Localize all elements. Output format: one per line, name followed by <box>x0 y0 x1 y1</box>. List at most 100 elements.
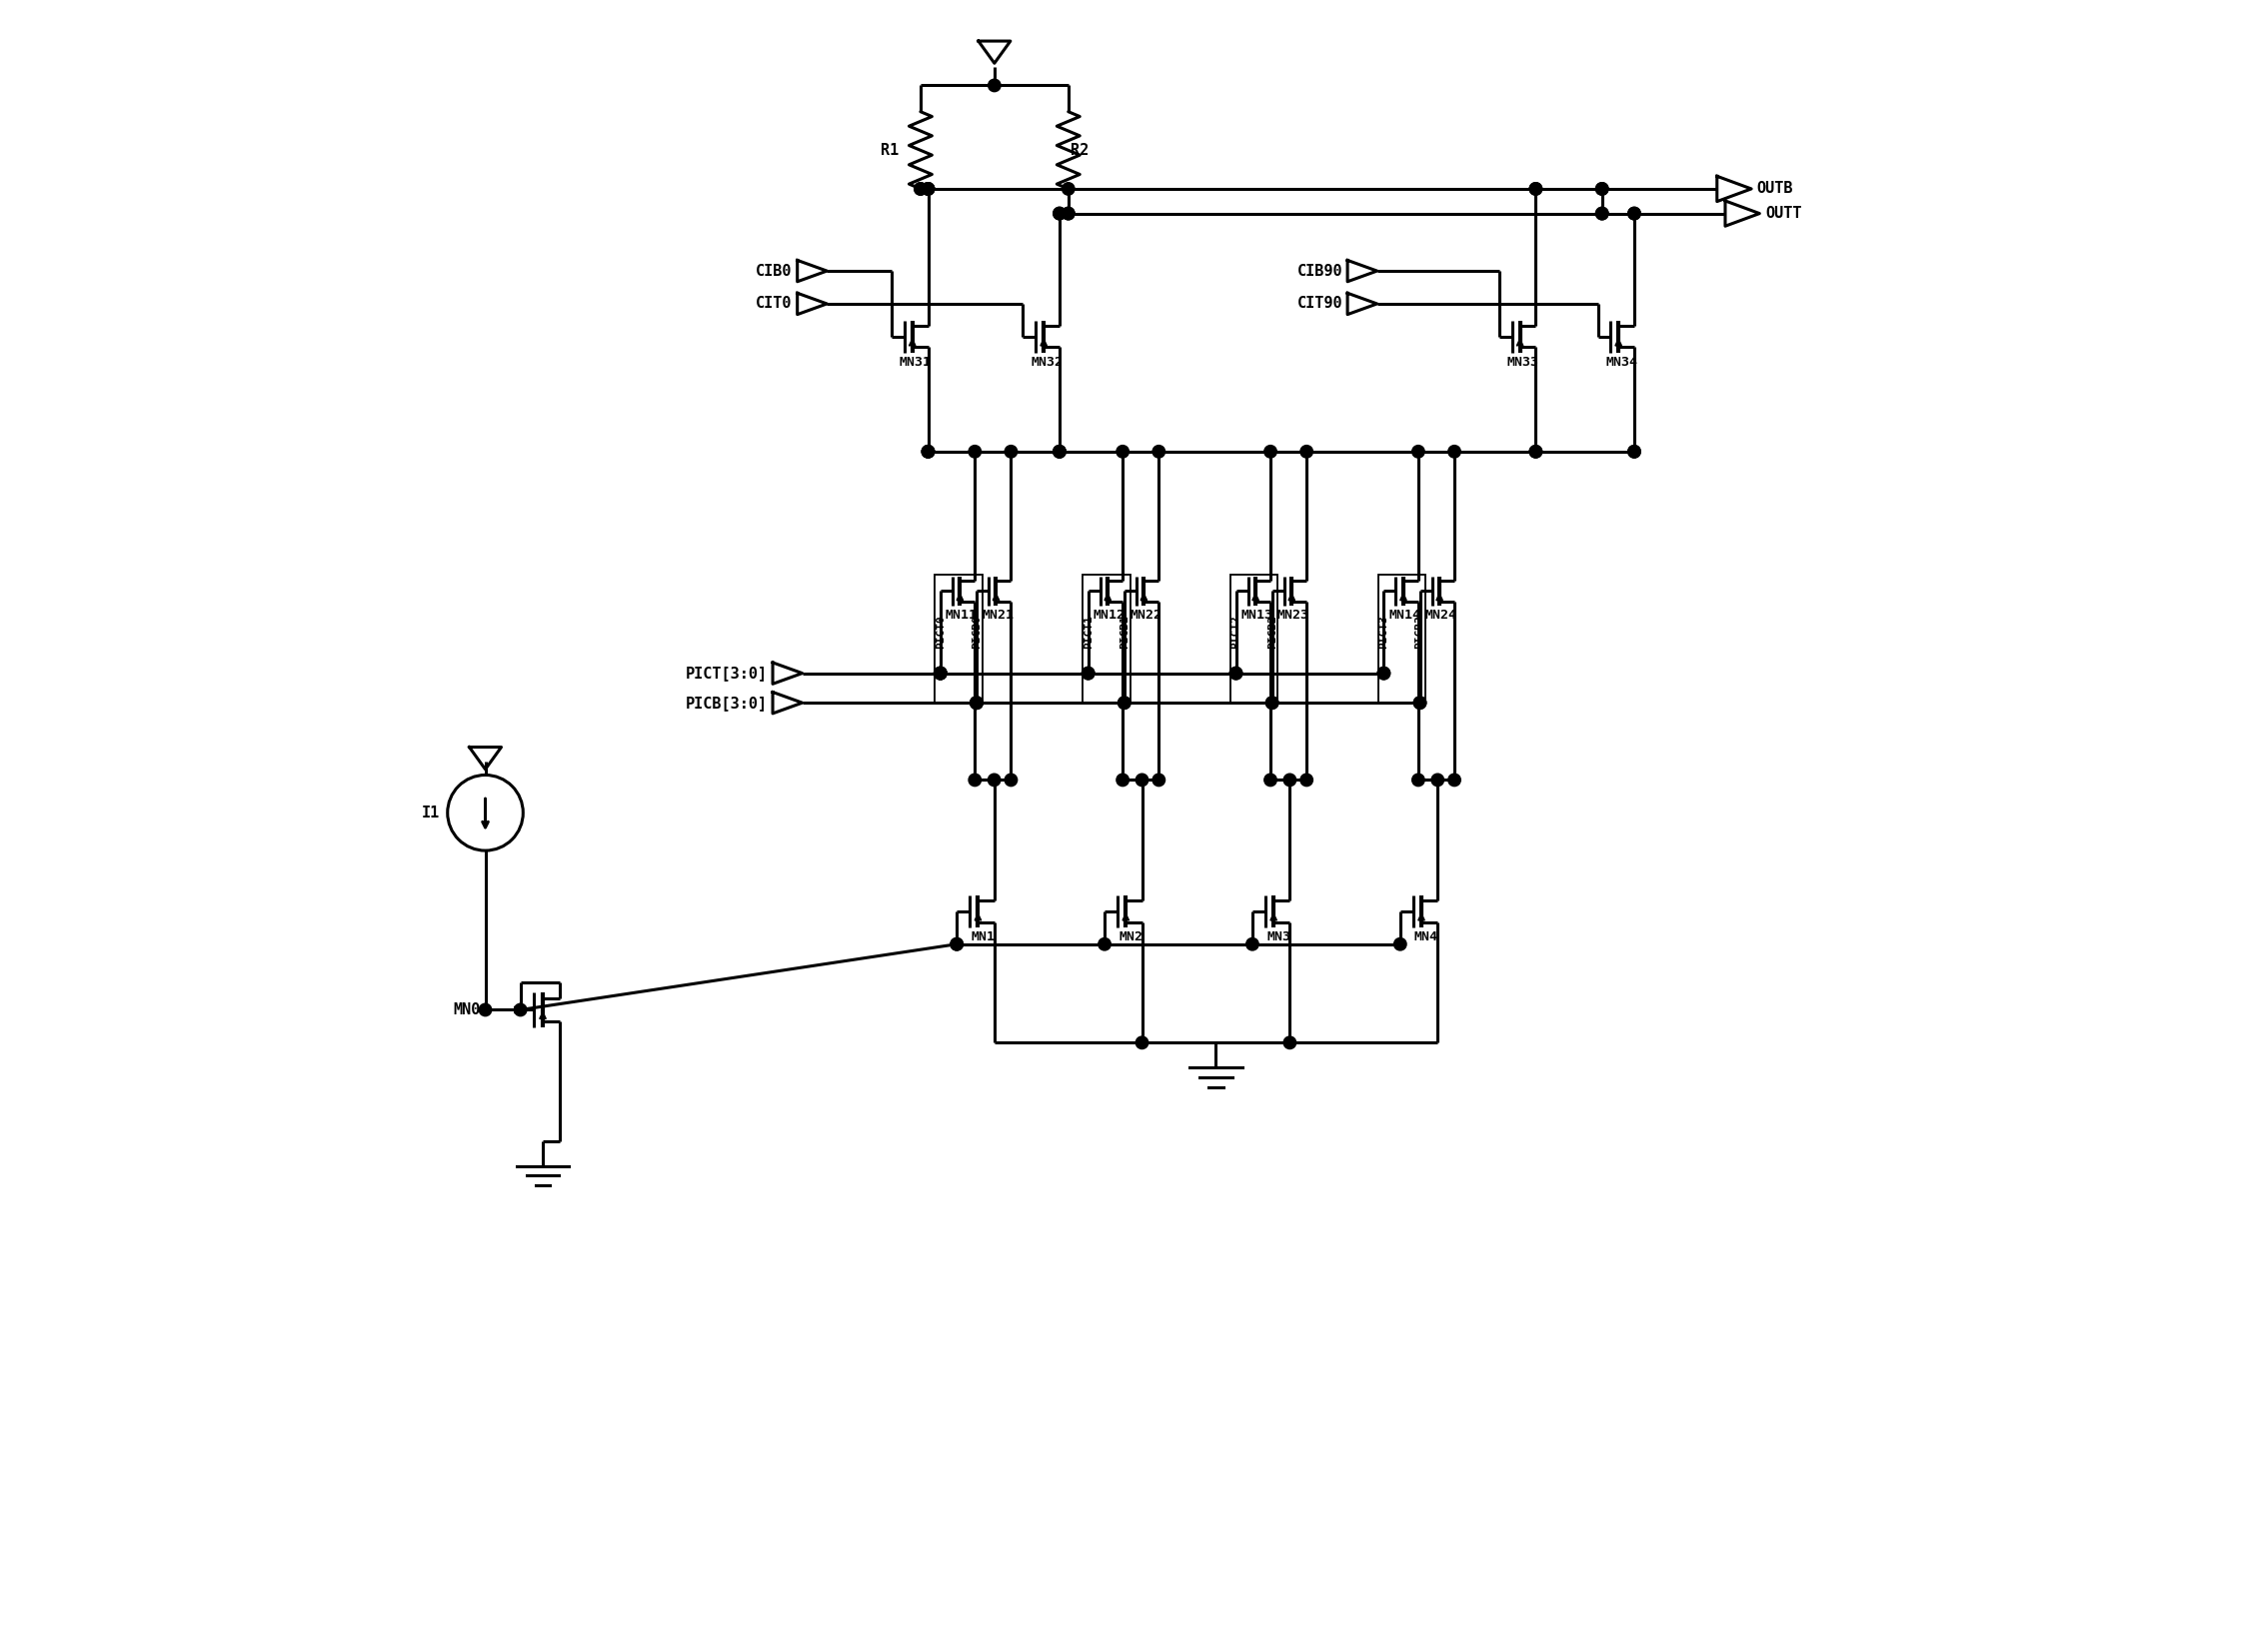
Circle shape <box>971 696 982 709</box>
Text: PICT0: PICT0 <box>934 616 946 649</box>
Circle shape <box>1263 445 1277 458</box>
Circle shape <box>921 182 934 195</box>
Circle shape <box>971 696 982 709</box>
Circle shape <box>921 182 934 195</box>
Circle shape <box>1284 1036 1295 1049</box>
Text: PICB3: PICB3 <box>1415 616 1424 649</box>
Text: MN11: MN11 <box>946 609 978 622</box>
Circle shape <box>1395 938 1406 951</box>
Circle shape <box>1263 773 1277 787</box>
Circle shape <box>934 667 946 680</box>
Text: MN13: MN13 <box>1241 609 1272 622</box>
Text: MN0: MN0 <box>454 1002 481 1018</box>
Text: PICT[3:0]: PICT[3:0] <box>685 665 769 681</box>
Circle shape <box>1116 773 1129 787</box>
Circle shape <box>1628 445 1640 458</box>
Circle shape <box>921 445 934 458</box>
Text: MN22: MN22 <box>1129 609 1161 622</box>
Text: PICB0: PICB0 <box>971 616 982 649</box>
Circle shape <box>971 696 982 709</box>
Circle shape <box>1061 182 1075 195</box>
Circle shape <box>1266 696 1279 709</box>
Text: PICB[3:0]: PICB[3:0] <box>685 695 769 711</box>
Text: PICT3: PICT3 <box>1379 616 1388 649</box>
Circle shape <box>1266 696 1279 709</box>
Circle shape <box>1377 667 1390 680</box>
Circle shape <box>1118 696 1129 709</box>
Circle shape <box>1529 445 1542 458</box>
Circle shape <box>934 667 946 680</box>
Circle shape <box>1229 667 1243 680</box>
Text: MN21: MN21 <box>982 609 1014 622</box>
Circle shape <box>1413 696 1427 709</box>
Text: MN1: MN1 <box>971 931 996 944</box>
Circle shape <box>1284 773 1295 787</box>
Circle shape <box>1052 445 1066 458</box>
Circle shape <box>989 773 1000 787</box>
Circle shape <box>914 182 928 195</box>
Circle shape <box>1413 696 1427 709</box>
Circle shape <box>479 1003 492 1016</box>
Circle shape <box>1082 667 1095 680</box>
Text: PICT2: PICT2 <box>1232 616 1241 649</box>
Circle shape <box>515 1003 526 1016</box>
Circle shape <box>1449 445 1461 458</box>
Text: OUTT: OUTT <box>1765 205 1801 222</box>
Circle shape <box>914 182 928 195</box>
Circle shape <box>1628 207 1640 220</box>
Text: MN4: MN4 <box>1415 931 1438 944</box>
Circle shape <box>1413 773 1424 787</box>
Circle shape <box>1061 207 1075 220</box>
Text: CIT0: CIT0 <box>755 296 792 312</box>
Circle shape <box>1431 773 1445 787</box>
Circle shape <box>1529 445 1542 458</box>
Circle shape <box>1052 445 1066 458</box>
Text: MN24: MN24 <box>1424 609 1456 622</box>
Text: MN33: MN33 <box>1508 356 1540 369</box>
Circle shape <box>968 773 982 787</box>
Text: PICB2: PICB2 <box>1268 616 1277 649</box>
Text: MN3: MN3 <box>1266 931 1290 944</box>
Circle shape <box>921 445 934 458</box>
Circle shape <box>1628 207 1640 220</box>
Circle shape <box>1300 773 1313 787</box>
Text: MN12: MN12 <box>1093 609 1125 622</box>
Text: CIT90: CIT90 <box>1297 296 1343 312</box>
Circle shape <box>1118 696 1129 709</box>
Circle shape <box>1229 667 1243 680</box>
Circle shape <box>1005 773 1018 787</box>
Text: MN32: MN32 <box>1032 356 1064 369</box>
Circle shape <box>934 667 946 680</box>
Circle shape <box>1136 773 1148 787</box>
Text: CIB90: CIB90 <box>1297 263 1343 279</box>
Circle shape <box>1377 667 1390 680</box>
Circle shape <box>921 445 934 458</box>
Text: MN2: MN2 <box>1118 931 1143 944</box>
Circle shape <box>1245 938 1259 951</box>
Circle shape <box>1116 445 1129 458</box>
Circle shape <box>1628 445 1640 458</box>
Text: R2: R2 <box>1070 143 1089 158</box>
Circle shape <box>921 182 934 195</box>
Text: MN34: MN34 <box>1606 356 1637 369</box>
Circle shape <box>1052 445 1066 458</box>
Circle shape <box>934 667 946 680</box>
Circle shape <box>1152 445 1166 458</box>
Circle shape <box>1300 445 1313 458</box>
Circle shape <box>1597 182 1608 195</box>
Text: PICT1: PICT1 <box>1084 616 1093 649</box>
Circle shape <box>1052 207 1066 220</box>
Circle shape <box>968 445 982 458</box>
Circle shape <box>950 938 964 951</box>
Circle shape <box>989 79 1000 92</box>
Text: MN31: MN31 <box>900 356 932 369</box>
Text: PICB1: PICB1 <box>1120 616 1129 649</box>
Circle shape <box>1098 938 1111 951</box>
Circle shape <box>1152 773 1166 787</box>
Circle shape <box>1005 445 1018 458</box>
Circle shape <box>1082 667 1095 680</box>
Circle shape <box>950 938 964 951</box>
Circle shape <box>1413 445 1424 458</box>
Circle shape <box>1061 207 1075 220</box>
Circle shape <box>971 696 982 709</box>
